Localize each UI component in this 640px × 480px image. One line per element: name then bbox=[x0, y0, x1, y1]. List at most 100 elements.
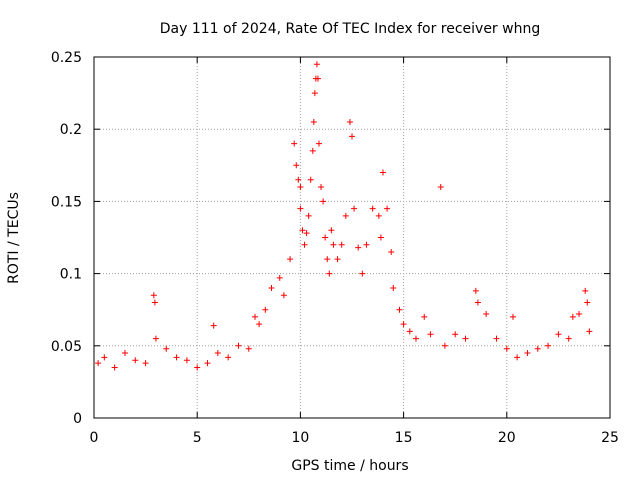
data-point bbox=[384, 205, 391, 212]
grid-lines bbox=[94, 57, 610, 418]
data-point bbox=[299, 227, 306, 234]
data-point bbox=[346, 118, 353, 125]
data-points bbox=[95, 61, 593, 371]
data-point bbox=[194, 364, 201, 371]
y-tick-label: 0.1 bbox=[60, 267, 82, 283]
data-point bbox=[351, 205, 358, 212]
data-point bbox=[314, 75, 321, 82]
data-point bbox=[555, 331, 562, 338]
data-point bbox=[256, 321, 263, 328]
data-point bbox=[359, 270, 366, 277]
data-point bbox=[183, 357, 190, 364]
data-point bbox=[400, 321, 407, 328]
data-point bbox=[307, 176, 314, 183]
data-point bbox=[369, 205, 376, 212]
x-tick-label: 25 bbox=[601, 430, 619, 446]
x-axis-label: GPS time / hours bbox=[291, 458, 408, 474]
plot-frame bbox=[93, 56, 611, 419]
data-point bbox=[569, 313, 576, 320]
x-tick-label: 0 bbox=[90, 430, 99, 446]
data-point bbox=[245, 345, 252, 352]
data-point bbox=[324, 256, 331, 263]
data-point bbox=[534, 345, 541, 352]
y-tick-label: 0.25 bbox=[51, 50, 82, 66]
data-point bbox=[334, 256, 341, 263]
data-point bbox=[355, 244, 362, 251]
data-point bbox=[121, 350, 128, 357]
data-point bbox=[163, 345, 170, 352]
data-point bbox=[338, 241, 345, 248]
data-point bbox=[305, 212, 312, 219]
x-tick-label: 5 bbox=[193, 430, 202, 446]
data-point bbox=[462, 335, 469, 342]
data-point bbox=[280, 292, 287, 299]
data-point bbox=[586, 328, 593, 335]
data-point bbox=[582, 287, 589, 294]
data-point bbox=[225, 354, 232, 361]
data-point bbox=[363, 241, 370, 248]
data-point bbox=[111, 364, 118, 371]
data-point bbox=[412, 335, 419, 342]
axis-ticks bbox=[93, 56, 611, 419]
data-point bbox=[311, 90, 318, 97]
data-point bbox=[388, 248, 395, 255]
data-point bbox=[441, 342, 448, 349]
data-point bbox=[483, 311, 490, 318]
data-point bbox=[309, 147, 316, 154]
data-point bbox=[421, 313, 428, 320]
data-point bbox=[390, 285, 397, 292]
data-point bbox=[251, 313, 258, 320]
data-point bbox=[524, 350, 531, 357]
data-point bbox=[375, 212, 382, 219]
data-point bbox=[152, 335, 159, 342]
data-point bbox=[101, 354, 108, 361]
data-point bbox=[320, 198, 327, 205]
data-point bbox=[204, 360, 211, 367]
data-point bbox=[268, 285, 275, 292]
data-point bbox=[295, 176, 302, 183]
data-point bbox=[396, 306, 403, 313]
data-point bbox=[584, 299, 591, 306]
data-point bbox=[303, 230, 310, 237]
data-point bbox=[406, 328, 413, 335]
y-axis-label: ROTI / TECUs bbox=[6, 192, 22, 284]
data-point bbox=[291, 140, 298, 147]
data-point bbox=[173, 354, 180, 361]
y-tick-label: 0.2 bbox=[60, 122, 82, 138]
x-tick-label: 20 bbox=[498, 430, 516, 446]
data-point bbox=[318, 183, 325, 190]
data-point bbox=[514, 354, 521, 361]
data-point bbox=[293, 162, 300, 169]
data-point bbox=[576, 311, 583, 318]
data-point bbox=[326, 270, 333, 277]
data-point bbox=[377, 234, 384, 241]
data-point bbox=[142, 360, 149, 367]
data-point bbox=[262, 306, 269, 313]
data-point bbox=[276, 274, 283, 281]
data-point bbox=[545, 342, 552, 349]
data-point bbox=[315, 140, 322, 147]
data-point bbox=[150, 292, 157, 299]
data-point bbox=[287, 256, 294, 263]
data-point bbox=[210, 322, 217, 329]
x-tick-label: 15 bbox=[395, 430, 413, 446]
data-point bbox=[313, 61, 320, 68]
data-point bbox=[342, 212, 349, 219]
data-point bbox=[301, 241, 308, 248]
data-point bbox=[322, 234, 329, 241]
data-point bbox=[95, 360, 102, 367]
data-point bbox=[349, 133, 355, 140]
data-point bbox=[310, 118, 317, 125]
data-point bbox=[437, 183, 444, 190]
data-point bbox=[472, 287, 479, 294]
data-point bbox=[214, 350, 221, 357]
data-point bbox=[474, 299, 481, 306]
x-tick-labels: 0 5 10 15 20 25 bbox=[90, 430, 619, 446]
chart-title: Day 111 of 2024, Rate Of TEC Index for r… bbox=[160, 21, 540, 37]
data-point bbox=[427, 331, 434, 338]
x-tick-label: 10 bbox=[291, 430, 309, 446]
y-tick-label: 0.05 bbox=[51, 339, 82, 355]
data-point bbox=[330, 241, 337, 248]
data-point bbox=[452, 331, 459, 338]
